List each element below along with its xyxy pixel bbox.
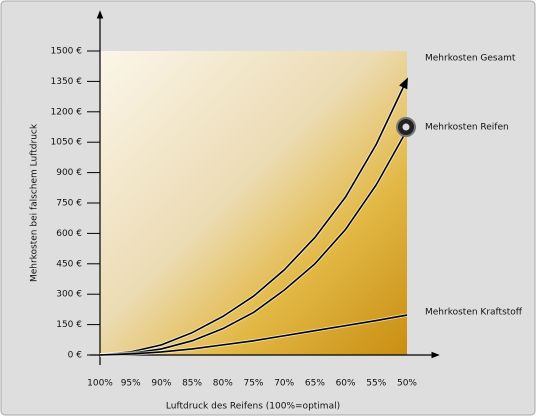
y-tick-label: 1500 € [51,47,83,57]
x-tick-label: 85% [182,379,202,389]
y-tick-label: 1350 € [51,77,83,87]
y-tick-label: 1200 € [51,107,83,117]
chart: Mehrkosten bei falschem Luftdruck Luftdr… [0,0,536,416]
x-tick-label: 80% [213,379,233,389]
x-tick-label: 100% [87,379,113,389]
x-tick-label: 90% [151,379,171,389]
y-tick-label: 1050 € [51,138,83,148]
x-tick-label: 70% [274,379,294,389]
y-tick-label: 450 € [56,259,82,269]
x-tick-label: 95% [121,379,141,389]
plot-image [100,51,407,355]
y-tick-label: 900 € [56,168,82,178]
x-tick-label: 75% [243,379,263,389]
y-tick-label: 600 € [56,229,82,239]
y-tick-label: 0 € [68,351,83,361]
tire-hub [403,124,410,131]
x-tick-label: 50% [397,379,417,389]
x-tick-label: 65% [305,379,325,389]
y-tick-label: 750 € [56,199,82,209]
series-label: Mehrkosten Kraftstoff [425,308,523,318]
series-label: Mehrkosten Gesamt [425,54,516,64]
x-tick-label: 55% [366,379,386,389]
series-label: Mehrkosten Reifen [425,123,509,133]
y-tick-label: 150 € [56,320,82,330]
x-tick-label: 60% [336,379,356,389]
y-axis-title: Mehrkosten bei falschem Luftdruck [30,123,40,282]
x-axis-title: Luftdruck des Reifens (100%=optimal) [166,402,340,412]
y-tick-label: 300 € [56,290,82,300]
